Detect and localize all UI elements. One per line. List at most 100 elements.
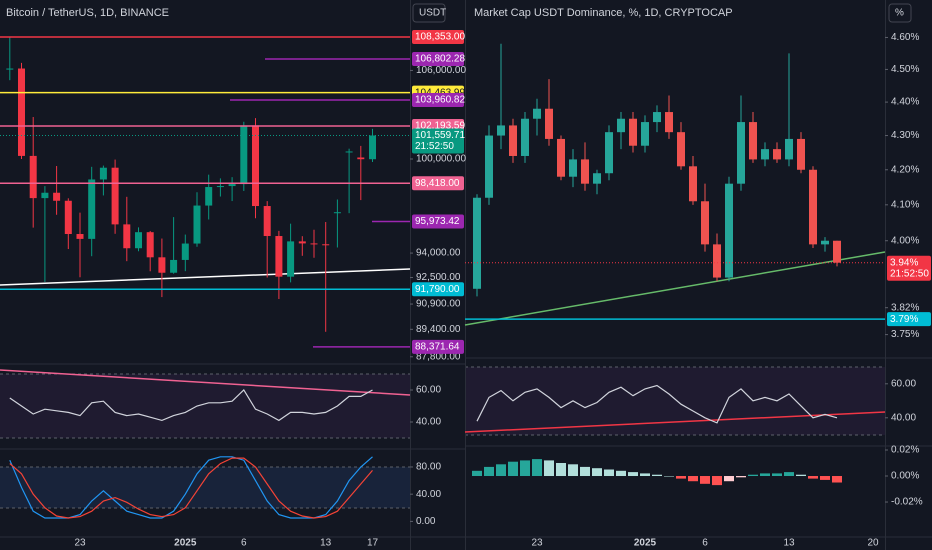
histogram-bar [652, 474, 662, 477]
x-tick-label: 13 [783, 538, 795, 549]
y-tick-label: 60.00 [891, 378, 916, 389]
x-tick-label: 17 [367, 538, 379, 549]
chart-title: Bitcoin / TetherUS, 1D, BINANCE [6, 7, 169, 19]
price-level-label: 91,790.00 [415, 284, 460, 295]
histogram-bar [820, 476, 830, 480]
candle-body [665, 112, 673, 133]
unit-label[interactable]: % [895, 8, 904, 19]
stoch-band [0, 467, 410, 508]
candle-body [41, 192, 49, 199]
candle-body [146, 232, 154, 258]
rsi-band [0, 374, 410, 438]
candle-body [6, 68, 14, 70]
histogram-bar [532, 459, 542, 477]
histogram-bar [628, 472, 638, 477]
candle-body [76, 234, 84, 239]
price-level-label: 3.79% [890, 314, 918, 325]
y-tick-label: 4.20% [891, 164, 919, 175]
price-level-box [412, 339, 464, 354]
candle-body [181, 243, 189, 260]
x-tick-label: 6 [241, 538, 247, 549]
candle-body [725, 183, 733, 278]
last-price-box [887, 255, 931, 281]
histogram-bar [484, 466, 494, 477]
histogram-bar [580, 466, 590, 477]
price-level-box [412, 176, 464, 191]
rsi-trendline [464, 411, 886, 433]
candle-body [809, 169, 817, 245]
unit-label[interactable]: USDT [419, 8, 446, 19]
histogram-bar [520, 460, 530, 477]
y-tick-label: 4.40% [891, 97, 919, 108]
price-level-box [412, 92, 464, 107]
candle-body [545, 108, 553, 139]
histogram-bar [796, 474, 806, 477]
unit-button[interactable] [412, 3, 446, 23]
candle-body [593, 173, 601, 184]
price-level-box [412, 282, 464, 297]
candle-body [785, 138, 793, 160]
histogram-bar [472, 470, 482, 477]
y-tick-label: 4.00% [891, 235, 919, 246]
candle-body [252, 125, 259, 207]
price-level-label: 106,802.28 [415, 54, 465, 65]
candle-body [533, 108, 541, 119]
histogram-bar [748, 474, 758, 477]
y-tick-label: 106,000.00 [416, 65, 466, 76]
y-tick-label: 40.00 [416, 417, 441, 428]
histogram-bar [784, 472, 794, 477]
candle-body [689, 166, 697, 202]
candle-body [773, 149, 781, 160]
histogram-bar [700, 476, 710, 484]
candle-body [485, 135, 493, 198]
histogram-bar [508, 461, 518, 477]
candle-body [357, 157, 365, 160]
candle-body [135, 232, 142, 249]
y-tick-label: 100,000.00 [416, 154, 466, 165]
histogram-bar [832, 476, 842, 483]
histogram-bar [724, 476, 734, 482]
histogram-bar [712, 476, 722, 486]
candle-body [298, 241, 306, 244]
y-tick-label: 40.00 [416, 489, 441, 500]
indicator-line [9, 389, 373, 422]
candle-body [64, 200, 72, 235]
x-tick-label: 20 [867, 538, 879, 549]
price-level-label: 88,371.64 [415, 342, 460, 353]
candle-body [123, 224, 131, 249]
candle-body [509, 125, 517, 156]
rsi-trendline [0, 369, 411, 396]
y-tick-label: 3.82% [891, 302, 919, 313]
candle-body [158, 257, 166, 273]
candle-body [713, 244, 721, 278]
y-tick-label: 90,900.00 [416, 299, 461, 310]
price-level-box [412, 51, 464, 66]
candle-body [557, 138, 565, 177]
candle-body [797, 138, 805, 170]
candle-body [581, 159, 589, 184]
candle-body [333, 212, 341, 214]
candle-body [240, 125, 248, 185]
candle-body [18, 68, 25, 156]
countdown: 21:52:50 [890, 268, 929, 279]
y-tick-label: 92,500.00 [416, 272, 461, 283]
y-tick-label: 89,400.00 [416, 324, 461, 335]
countdown: 21:52:50 [415, 141, 454, 152]
price-level-box [412, 30, 464, 45]
candle-body [111, 167, 119, 225]
candle-body [641, 122, 649, 146]
histogram-bar [544, 460, 554, 477]
candle-body [216, 186, 224, 188]
histogram-bar [688, 476, 698, 482]
candle-body [629, 118, 637, 146]
y-tick-label: 0.00% [891, 471, 919, 482]
candle-body [821, 240, 829, 245]
histogram-bar [736, 476, 746, 478]
x-tick-label: 2025 [174, 538, 197, 549]
x-tick-label: 2025 [634, 538, 657, 549]
candle-body [677, 132, 685, 167]
candle-body [605, 132, 613, 174]
last-price-label: 3.94% [890, 257, 918, 268]
unit-button[interactable] [888, 3, 912, 23]
